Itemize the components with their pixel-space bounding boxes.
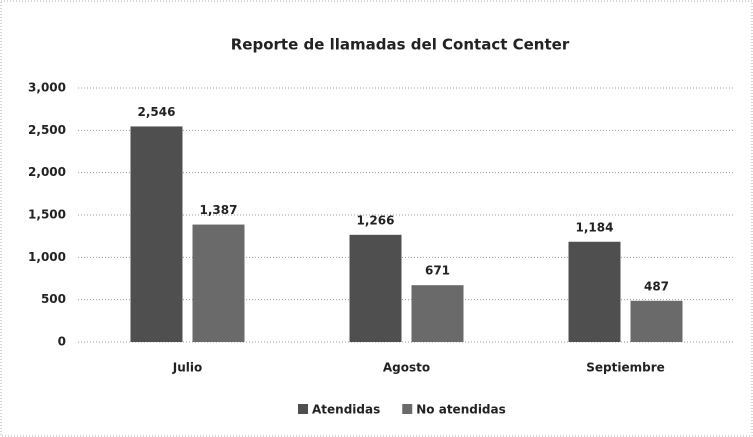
value-label: 671	[425, 264, 450, 278]
value-label: 2,546	[138, 105, 176, 119]
y-tick-label: 500	[41, 292, 66, 306]
x-tick-label: Julio	[172, 361, 202, 375]
bar	[130, 126, 183, 343]
x-tick-label: Agosto	[383, 361, 430, 375]
bar	[630, 300, 683, 342]
legend-swatch	[402, 404, 413, 414]
legend-swatch	[298, 404, 308, 414]
legend-label: Atendidas	[312, 403, 380, 417]
bar	[192, 224, 245, 342]
value-label: 1,184	[576, 220, 614, 234]
bar	[349, 234, 402, 342]
chart-title: Reporte de llamadas del Contact Center	[231, 36, 570, 54]
x-tick-label: Septiembre	[586, 361, 665, 375]
y-tick-label: 0	[58, 335, 66, 349]
legend-label: No atendidas	[416, 403, 506, 417]
y-tick-label: 2,500	[28, 123, 66, 137]
bar	[411, 285, 464, 342]
value-label: 487	[644, 279, 669, 293]
value-label: 1,266	[357, 213, 395, 227]
value-label: 1,387	[200, 203, 238, 217]
y-tick-label: 1,500	[28, 208, 66, 222]
y-tick-label: 2,000	[28, 165, 66, 179]
y-tick-label: 1,000	[28, 250, 66, 264]
bar	[568, 241, 621, 342]
y-tick-label: 3,000	[28, 81, 66, 95]
